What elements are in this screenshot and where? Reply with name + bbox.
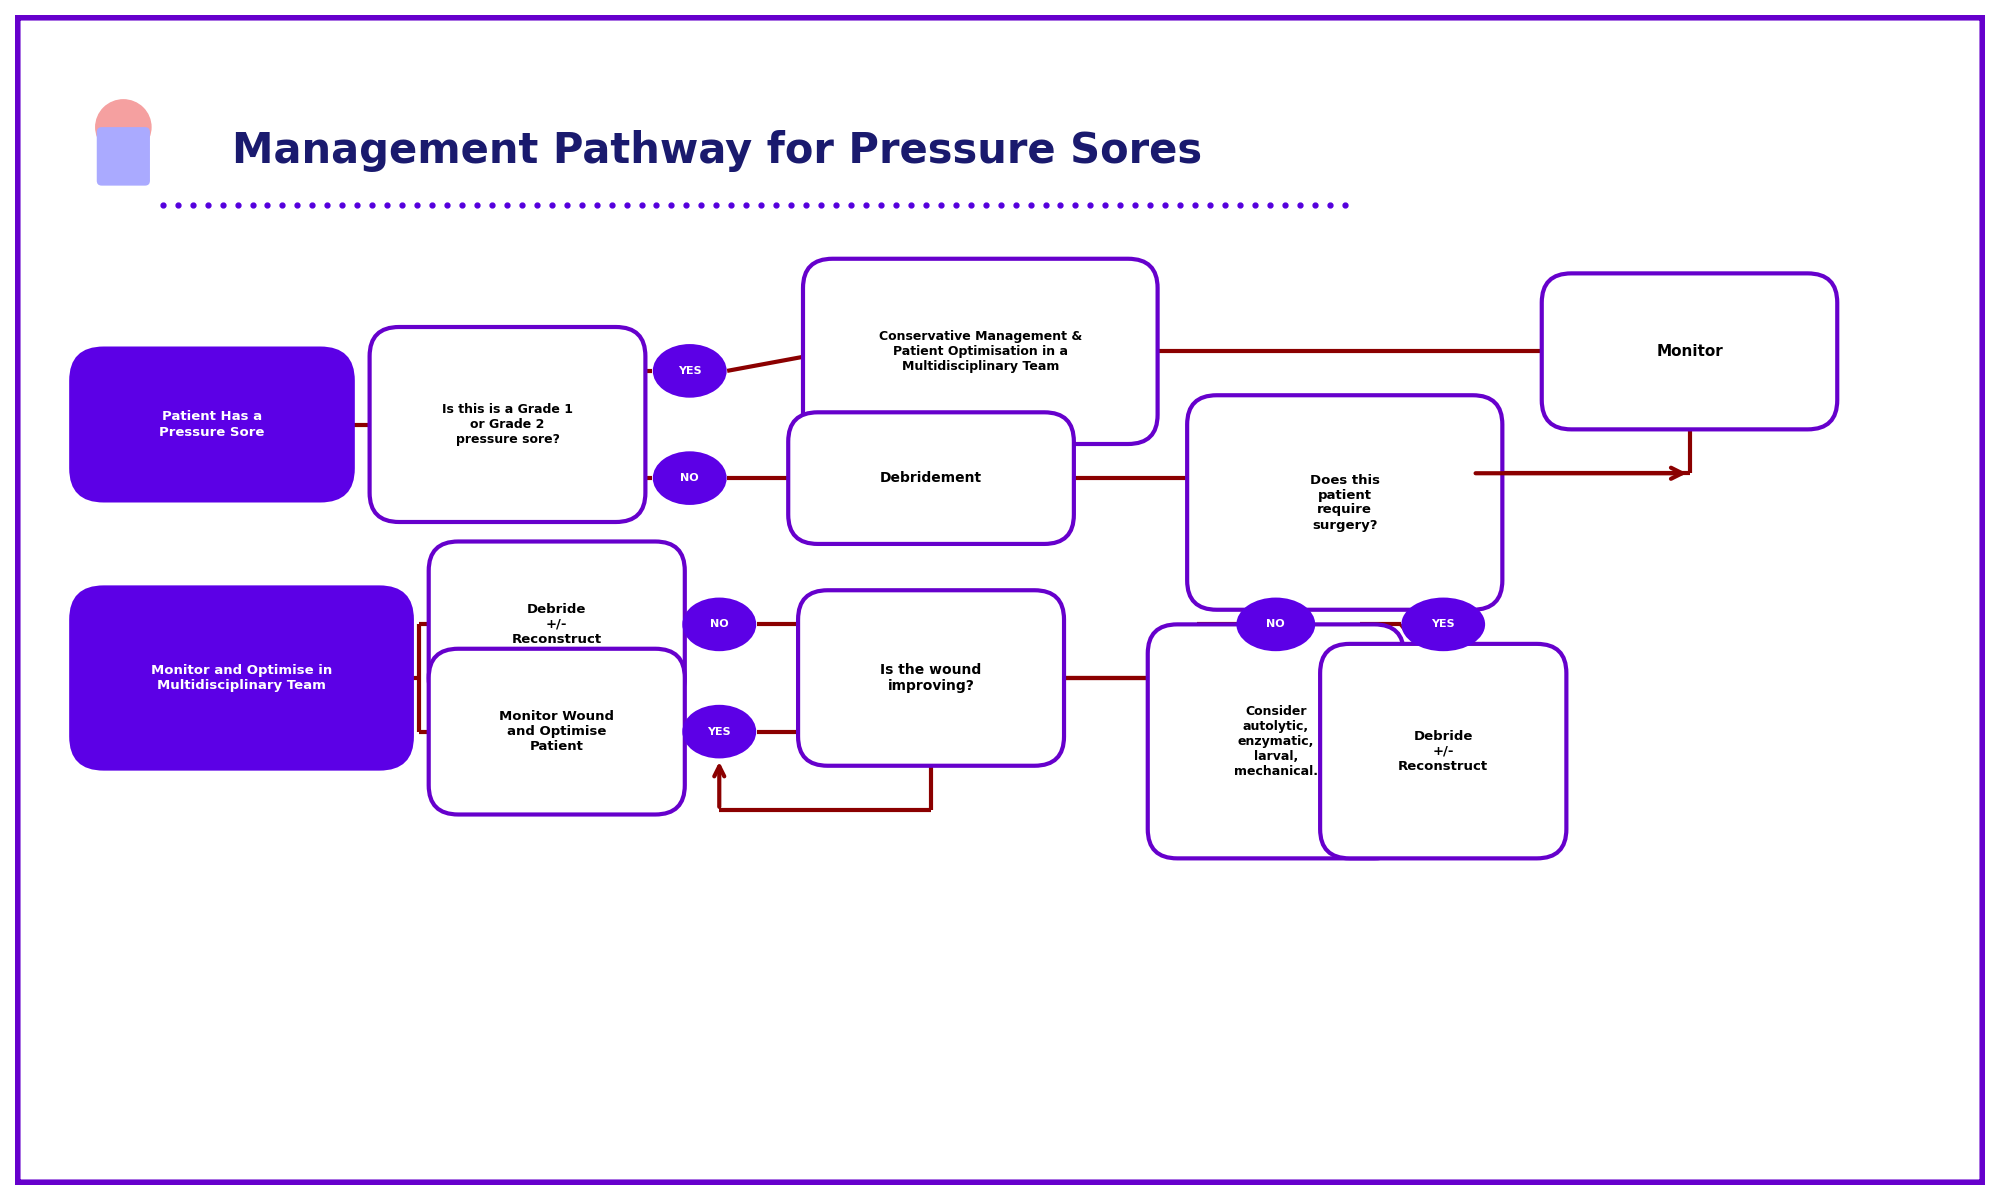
- FancyBboxPatch shape: [428, 649, 684, 815]
- Ellipse shape: [1402, 598, 1486, 652]
- Text: Does this
patient
require
surgery?: Does this patient require surgery?: [1310, 474, 1380, 532]
- Ellipse shape: [682, 704, 756, 758]
- Text: Debride
+/-
Reconstruct: Debride +/- Reconstruct: [1398, 730, 1488, 773]
- FancyBboxPatch shape: [96, 127, 150, 186]
- Text: YES: YES: [708, 727, 732, 737]
- Text: Monitor Wound
and Optimise
Patient: Monitor Wound and Optimise Patient: [500, 710, 614, 754]
- Text: NO: NO: [1266, 619, 1286, 629]
- FancyBboxPatch shape: [788, 413, 1074, 544]
- Text: Consider
autolytic,
enzymatic,
larval,
mechanical.: Consider autolytic, enzymatic, larval, m…: [1234, 704, 1318, 778]
- FancyBboxPatch shape: [804, 259, 1158, 444]
- Ellipse shape: [652, 344, 726, 397]
- FancyBboxPatch shape: [1320, 644, 1566, 858]
- Text: NO: NO: [680, 473, 700, 484]
- Text: YES: YES: [1432, 619, 1456, 629]
- FancyBboxPatch shape: [16, 14, 1984, 1186]
- Text: Patient Has a
Pressure Sore: Patient Has a Pressure Sore: [160, 410, 264, 438]
- Text: NO: NO: [710, 619, 728, 629]
- Ellipse shape: [652, 451, 726, 505]
- FancyBboxPatch shape: [70, 347, 354, 503]
- Text: Management Pathway for Pressure Sores: Management Pathway for Pressure Sores: [232, 131, 1202, 173]
- FancyBboxPatch shape: [1542, 274, 1838, 430]
- Ellipse shape: [1236, 598, 1316, 652]
- Text: Debridement: Debridement: [880, 472, 982, 485]
- Text: Monitor: Monitor: [1656, 344, 1722, 359]
- FancyBboxPatch shape: [370, 326, 646, 522]
- FancyBboxPatch shape: [70, 586, 414, 770]
- Text: Conservative Management &
Patient Optimisation in a
Multidisciplinary Team: Conservative Management & Patient Optimi…: [878, 330, 1082, 373]
- Text: YES: YES: [678, 366, 702, 376]
- FancyBboxPatch shape: [428, 541, 684, 707]
- Circle shape: [96, 100, 150, 155]
- Ellipse shape: [682, 598, 756, 652]
- Text: Is this is a Grade 1
or Grade 2
pressure sore?: Is this is a Grade 1 or Grade 2 pressure…: [442, 403, 574, 446]
- FancyBboxPatch shape: [1188, 395, 1502, 610]
- Text: Debride
+/-
Reconstruct: Debride +/- Reconstruct: [512, 602, 602, 646]
- FancyBboxPatch shape: [1148, 624, 1404, 858]
- FancyBboxPatch shape: [798, 590, 1064, 766]
- Text: Is the wound
improving?: Is the wound improving?: [880, 662, 982, 694]
- Text: Monitor and Optimise in
Multidisciplinary Team: Monitor and Optimise in Multidisciplinar…: [150, 664, 332, 692]
